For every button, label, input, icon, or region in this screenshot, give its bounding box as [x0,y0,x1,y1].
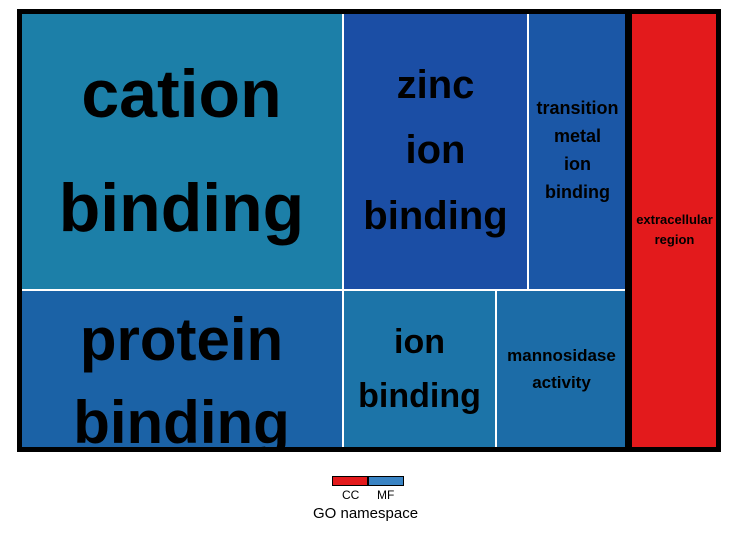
tile-extracellular-region: extracellular region [631,12,718,448]
legend-swatch-mf [368,476,404,486]
tile-mannosidase-activity: mannosidase activity [496,290,627,448]
tile-label-ion-binding: ion binding [358,322,481,415]
legend-title: GO namespace [313,505,419,522]
tile-label-cation-binding: cation binding [58,55,305,246]
tile-protein-binding: protein binding [20,290,343,448]
tile-transition-metal-ion-binding: transition metal ion binding [528,12,627,290]
tile-zinc-ion-binding: zinc ion binding [343,12,528,290]
legend: CC MF GO namespace [300,470,440,530]
tile-label-extracellular-region: extracellular region [636,211,713,247]
legend-label-cc: CC [342,488,360,502]
tile-cation-binding: cation binding [20,12,343,290]
tile-label-protein-binding: protein binding [73,306,290,448]
tile-ion-binding: ion binding [343,290,496,448]
tile-label-mannosidase-activity: mannosidase activity [507,345,616,392]
tile-label-transition-metal-ion-binding: transition metal ion binding [536,98,619,202]
tile-label-zinc-ion-binding: zinc ion binding [363,63,508,238]
legend-label-mf: MF [377,488,395,502]
legend-swatch-cc [332,476,368,486]
